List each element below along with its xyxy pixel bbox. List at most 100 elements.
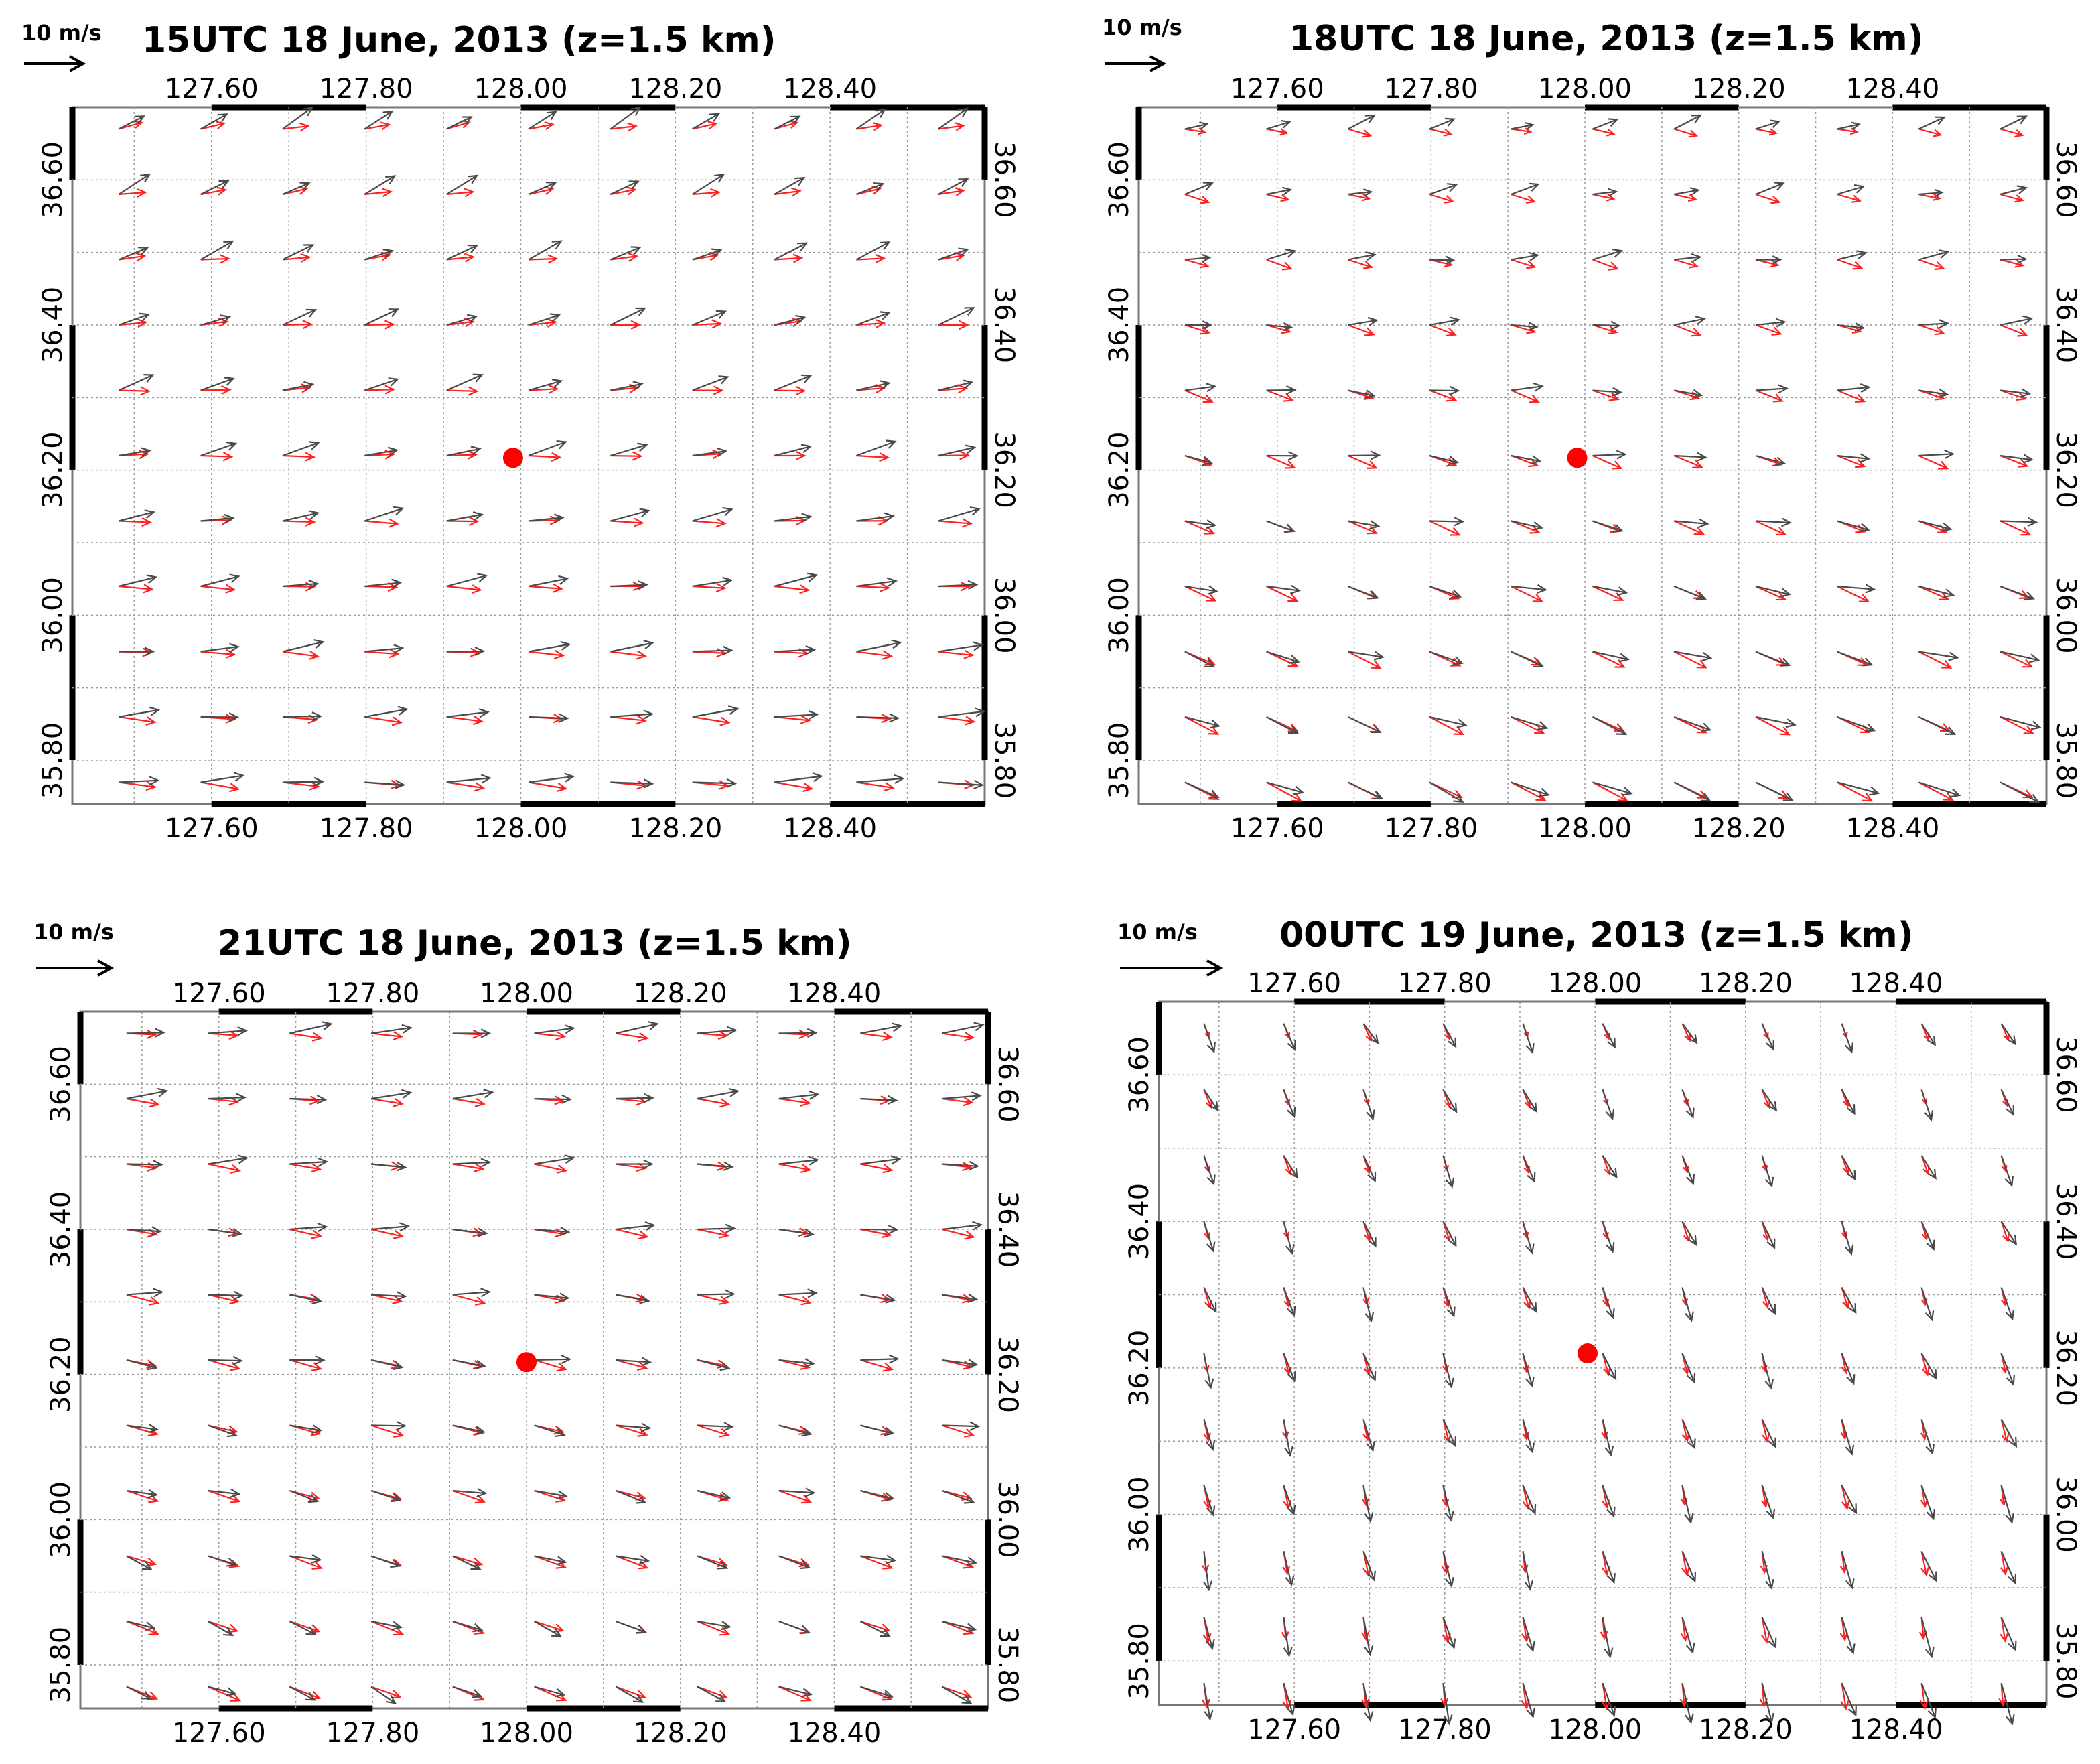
observed-wind-vector: [697, 1359, 731, 1371]
observed-wind-vector: [282, 639, 325, 653]
observed-wind-vector: [1761, 1287, 1776, 1316]
model-wind-vector: [446, 716, 484, 726]
y-tick-label-right: 36.20: [989, 431, 1020, 508]
model-wind-vector: [1755, 259, 1780, 268]
model-wind-vector: [941, 1424, 975, 1438]
observed-wind-vector: [282, 441, 320, 457]
model-wind-vector: [692, 518, 727, 528]
model-wind-vector: [1511, 259, 1537, 269]
model-wind-vector: [1266, 324, 1292, 334]
observed-wind-vector: [370, 1162, 407, 1172]
model-wind-vector: [1521, 1617, 1530, 1643]
observed-wind-vector: [200, 772, 245, 783]
panel-title: 00UTC 19 June, 2013 (z=1.5 km): [1279, 915, 1914, 955]
model-wind-vector: [370, 1686, 402, 1699]
model-wind-vector: [370, 1228, 405, 1239]
x-tick-label-bottom: 127.60: [172, 1718, 266, 1749]
y-tick-label-right: 36.00: [989, 577, 1020, 654]
model-wind-vector: [1184, 193, 1210, 204]
x-tick-label-bottom: 127.60: [1247, 1714, 1341, 1745]
model-wind-vector: [610, 715, 647, 725]
x-tick-label-bottom: 128.40: [783, 813, 877, 844]
observed-wind-vector: [534, 1555, 567, 1566]
model-wind-vector: [1511, 454, 1539, 468]
model-wind-vector: [1266, 259, 1293, 271]
observed-wind-vector: [289, 1489, 320, 1503]
observed-wind-vector: [1429, 781, 1464, 803]
y-tick-label-right: 36.20: [992, 1336, 1023, 1413]
observed-wind-vector: [610, 246, 642, 261]
model-wind-vector: [1266, 193, 1290, 202]
observed-wind-vector: [1755, 517, 1792, 527]
model-wind-vector: [774, 187, 802, 197]
observed-wind-vector: [692, 113, 721, 130]
y-tick-label-left: 36.40: [38, 287, 68, 364]
panel-title: 21UTC 18 June, 2013 (z=1.5 km): [218, 923, 852, 963]
observed-wind-vector: [1266, 520, 1296, 533]
model-wind-vector: [1918, 781, 1954, 801]
observed-wind-vector: [2000, 1221, 2018, 1246]
observed-wind-vector: [1522, 1682, 1535, 1719]
model-wind-vector: [528, 254, 559, 264]
model-wind-vector: [1837, 781, 1874, 802]
observed-wind-vector: [859, 1621, 892, 1637]
model-wind-vector: [446, 188, 475, 198]
y-tick-label-left: 36.60: [1124, 1036, 1155, 1113]
x-tick-label-top: 127.60: [172, 978, 266, 1009]
model-wind-vector: [1755, 389, 1784, 403]
observed-wind-vector: [528, 379, 563, 391]
model-wind-vector: [282, 253, 311, 263]
observed-wind-vector: [1918, 249, 1950, 261]
observed-wind-vector: [534, 1489, 568, 1500]
observed-wind-vector: [1602, 1419, 1614, 1457]
observed-wind-vector: [1681, 1485, 1694, 1525]
observed-wind-vector: [610, 381, 644, 391]
model-wind-vector: [126, 1294, 160, 1306]
observed-wind-vector: [364, 446, 399, 457]
observed-wind-vector: [2000, 1023, 2016, 1046]
reference-vector-label: 10 m/s: [1117, 919, 1198, 945]
observed-wind-vector: [1837, 716, 1876, 732]
x-tick-label-top: 128.40: [787, 978, 881, 1009]
observed-wind-vector: [1266, 119, 1291, 130]
observed-wind-vector: [370, 1489, 402, 1503]
observed-wind-vector: [1184, 781, 1220, 799]
model-wind-vector: [1918, 585, 1950, 600]
model-wind-vector: [528, 384, 559, 394]
model-wind-vector: [1673, 128, 1699, 138]
model-wind-vector: [1837, 193, 1862, 203]
observed-wind-vector: [616, 1159, 654, 1169]
observed-wind-vector: [1837, 322, 1866, 332]
model-wind-vector: [1837, 586, 1870, 602]
observed-wind-vector: [1602, 1353, 1617, 1381]
observed-wind-vector: [860, 1489, 895, 1501]
model-wind-vector: [1601, 1683, 1610, 1710]
observed-wind-vector: [1184, 716, 1221, 729]
model-wind-vector: [370, 1294, 403, 1304]
x-tick-label-bottom: 127.80: [320, 813, 413, 844]
observed-wind-vector: [126, 1028, 165, 1038]
y-tick-label-right: 36.60: [989, 141, 1020, 218]
observed-wind-vector: [941, 1221, 983, 1231]
observed-wind-vector: [1429, 183, 1458, 196]
model-wind-vector: [1429, 324, 1457, 336]
model-wind-vector: [774, 385, 807, 396]
model-wind-vector: [200, 584, 236, 594]
observed-wind-vector: [118, 247, 149, 261]
observed-wind-vector: [692, 778, 738, 788]
observed-wind-vector: [1442, 1155, 1455, 1189]
observed-wind-vector: [289, 1355, 326, 1365]
observed-wind-vector: [2000, 1617, 2017, 1652]
observed-wind-vector: [534, 1686, 566, 1698]
observed-wind-vector: [2000, 1682, 2015, 1726]
model-wind-vector: [1680, 1617, 1689, 1642]
model-wind-vector: [1266, 586, 1299, 602]
observed-wind-vector: [2000, 1550, 2017, 1585]
observed-wind-vector: [610, 580, 648, 590]
observed-wind-vector: [534, 1094, 572, 1104]
x-tick-label-top: 127.80: [326, 978, 419, 1009]
model-wind-vector: [200, 385, 232, 395]
observed-wind-vector: [364, 377, 399, 391]
observed-wind-vector: [2000, 1287, 2014, 1321]
observed-wind-vector: [208, 1355, 244, 1365]
